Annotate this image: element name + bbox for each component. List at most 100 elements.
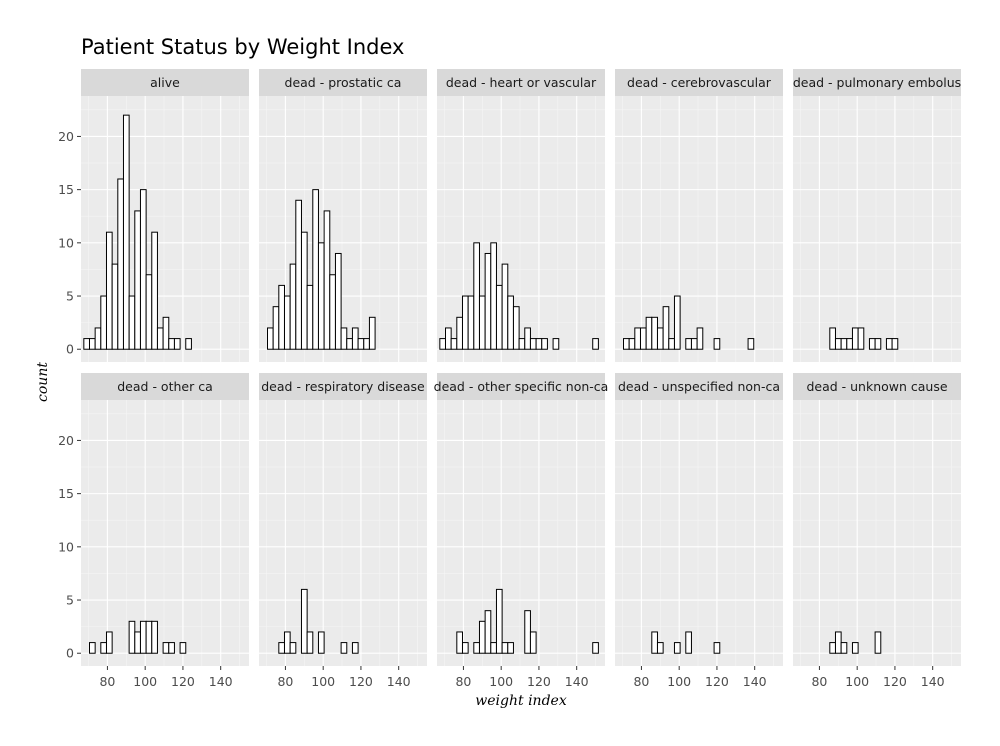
histogram-bar: [524, 327, 531, 350]
histogram-bar: [151, 231, 158, 350]
histogram-bar: [111, 263, 119, 350]
histogram-bar: [484, 610, 492, 654]
y-tick-label: 5: [66, 289, 74, 304]
histogram-bar: [673, 642, 681, 654]
histogram-bar: [300, 231, 308, 350]
y-tick-label: 5: [66, 593, 74, 608]
histogram-bar: [673, 295, 681, 350]
facet-strip: [81, 373, 249, 400]
histogram-bar: [696, 327, 704, 350]
facet-panel: dead - heart or vascular: [437, 69, 605, 362]
histogram-bar: [651, 631, 658, 654]
facet-strip: [793, 69, 961, 96]
x-tick-label: 100: [667, 674, 691, 689]
histogram-bar: [501, 263, 509, 350]
histogram-bar: [829, 642, 836, 654]
facet-panel: dead - unknown cause 80 100 120 140: [793, 373, 961, 689]
histogram-bar: [639, 327, 647, 350]
histogram-bar: [651, 316, 658, 350]
histogram-bar: [128, 620, 136, 654]
y-tick-label: 20: [58, 433, 74, 448]
histogram-bar: [656, 642, 664, 654]
histogram-bar: [473, 642, 480, 654]
x-tick-label: 120: [527, 674, 551, 689]
y-tick-label: 0: [66, 646, 74, 661]
histogram-bar: [185, 338, 192, 350]
y-tick-label: 15: [58, 182, 74, 197]
histogram-bar: [478, 295, 486, 350]
histogram-bar: [300, 588, 308, 654]
x-tick-label: 140: [209, 674, 233, 689]
histogram-bar: [168, 338, 175, 350]
histogram-bar: [117, 178, 124, 350]
histogram-bar: [529, 631, 537, 654]
facet-strip: [437, 373, 605, 400]
histogram-bar: [283, 295, 291, 350]
histogram-bar: [857, 327, 865, 350]
histogram-bar: [592, 642, 599, 654]
facet-panel: dead - prostatic ca: [259, 69, 427, 362]
histogram-bar: [829, 327, 836, 350]
histogram-bar: [162, 642, 170, 654]
histogram-bar: [179, 642, 187, 654]
histogram-bar: [507, 642, 514, 654]
facet-strip-label: dead - prostatic ca: [285, 75, 402, 90]
histogram-bar: [461, 295, 469, 350]
histogram-bar: [541, 338, 548, 350]
histogram-bar: [151, 620, 158, 654]
y-axis-title: count: [35, 362, 51, 402]
facet-strip-label: alive: [150, 75, 180, 90]
histogram-bar: [473, 242, 480, 350]
x-tick-label: 120: [349, 674, 373, 689]
histogram-bar: [592, 338, 599, 350]
histogram-bar: [145, 274, 153, 350]
x-tick-label: 80: [99, 674, 115, 689]
facet-panel: alive 0 5 10 15 20: [58, 69, 249, 362]
histogram-bar: [278, 284, 285, 350]
x-tick-label: 80: [811, 674, 827, 689]
facet-strip: [259, 373, 427, 400]
histogram-bar: [368, 316, 376, 350]
x-axis-title: weight index: [475, 693, 567, 709]
histogram-bar: [552, 338, 560, 350]
facet-strip-label: dead - heart or vascular: [446, 75, 597, 90]
y-tick-label: 20: [58, 129, 74, 144]
facet-panel: dead - unspecified non-ca 80 100 120 140: [615, 373, 783, 689]
histogram-bar: [834, 338, 842, 350]
facet-strip-label: dead - cerebrovascular: [627, 75, 772, 90]
histogram-bar: [145, 620, 153, 654]
histogram-bar: [105, 631, 113, 654]
histogram-bar: [323, 210, 331, 350]
histogram-bar: [450, 338, 458, 350]
facet-strip: [81, 69, 249, 96]
histogram-bar: [535, 338, 543, 350]
histogram-bar: [868, 338, 876, 350]
facet-panels: alive 0 5 10 15 20 dead - prostatic ca dead - h…: [58, 69, 961, 689]
facet-strip: [615, 69, 783, 96]
histogram-bar: [139, 620, 147, 654]
histogram-bar: [840, 338, 848, 350]
histogram-bar: [685, 338, 692, 350]
x-tick-label: 100: [133, 674, 157, 689]
histogram-bar: [439, 338, 446, 350]
histogram-bar: [529, 338, 537, 350]
histogram-bar: [662, 306, 670, 350]
y-tick-label: 10: [58, 539, 74, 554]
histogram-bar: [685, 631, 692, 654]
histogram-bar: [628, 338, 636, 350]
histogram-bar: [317, 631, 325, 654]
facet-panel: dead - cerebrovascular: [615, 69, 783, 362]
y-tick-label: 10: [58, 235, 74, 250]
histogram-bar: [690, 338, 698, 350]
x-tick-label: 120: [705, 674, 729, 689]
histogram-bar: [495, 284, 503, 350]
facet-strip-label: dead - pulmonary embolus: [793, 75, 961, 90]
histogram-bar: [156, 327, 164, 350]
histogram-bar: [289, 263, 297, 350]
histogram-bar: [507, 295, 514, 350]
histogram-bar: [289, 642, 297, 654]
histogram-bar: [162, 316, 170, 350]
histogram-bar: [334, 252, 342, 350]
histogram-bar: [484, 252, 492, 350]
